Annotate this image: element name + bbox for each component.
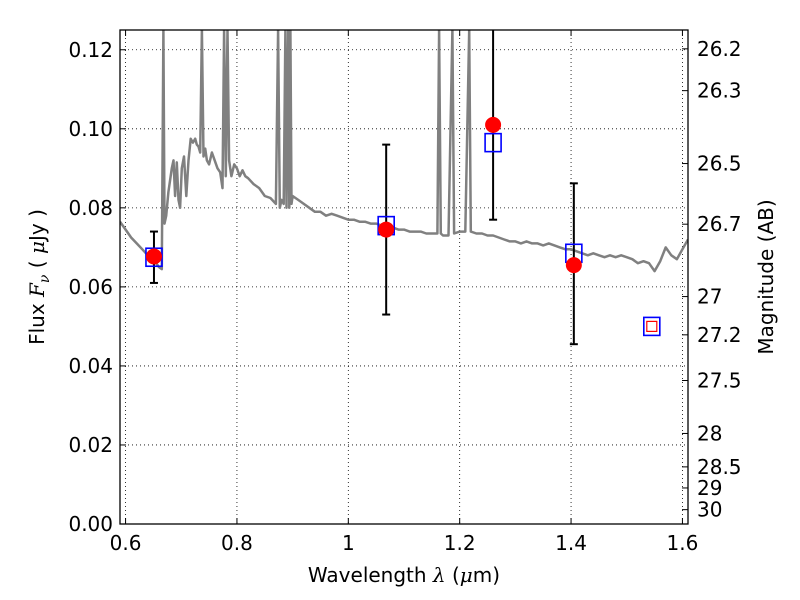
model-flux-square: [643, 316, 661, 337]
y-axis-title: Flux Fν ( μJy ): [25, 209, 53, 345]
spectrum-line: [120, 30, 688, 273]
mag-tick-label: 27.2: [697, 323, 742, 347]
x-tick-label: 1.6: [667, 531, 699, 555]
observed-flux-markers: [145, 116, 582, 274]
mag-tick-label: 27: [697, 285, 722, 309]
observed-flux-dot: [565, 257, 582, 274]
mag-tick-label: 28.5: [697, 455, 742, 479]
grid: [120, 30, 688, 524]
mag-tick-label: 26.3: [697, 79, 742, 103]
y-tick-label: 0.04: [68, 354, 113, 378]
magnitude-axis-title: Magnitude (AB): [754, 199, 778, 354]
x-tick-label: 1.2: [444, 531, 476, 555]
y-tick-label: 0.12: [68, 38, 113, 62]
mag-tick-label: 27.5: [697, 369, 742, 393]
x-tick-label: 0.8: [221, 531, 253, 555]
mag-tick-label: 26.5: [697, 152, 742, 176]
mag-tick-label: 26.2: [697, 37, 742, 61]
y-axis-ticks: 0.00 0.02 0.04 0.06 0.08 0.10 0.12: [68, 38, 126, 536]
observed-flux-dot: [485, 116, 502, 133]
upper-limit-marker: [646, 320, 658, 332]
plot-background: [120, 30, 688, 524]
y-tick-label: 0.10: [68, 117, 113, 141]
y-tick-label: 0.06: [68, 275, 113, 299]
model-flux-square: [145, 247, 163, 268]
mag-tick-label: 28: [697, 421, 722, 445]
observed-flux-dot: [378, 221, 395, 238]
model-flux-square: [484, 132, 502, 153]
mag-tick-label: 30: [697, 498, 722, 522]
x-tick-label: 1: [342, 531, 355, 555]
y-tick-label: 0.00: [68, 512, 113, 536]
x-axis-ticks: 0.6 0.8 1 1.2 1.4 1.6: [110, 30, 699, 555]
mag-tick-label: 26.7: [697, 212, 742, 236]
x-tick-label: 0.6: [110, 531, 142, 555]
y-tick-label: 0.08: [68, 196, 113, 220]
observed-flux-dot: [145, 248, 162, 265]
x-axis-title: Wavelength λ (μm): [308, 563, 500, 587]
plot-frame: [119, 29, 689, 525]
model-spectrum: [120, 30, 688, 273]
y-tick-label: 0.02: [68, 433, 113, 457]
x-tick-label: 1.4: [555, 531, 587, 555]
mag-tick-label: 29: [697, 476, 722, 500]
